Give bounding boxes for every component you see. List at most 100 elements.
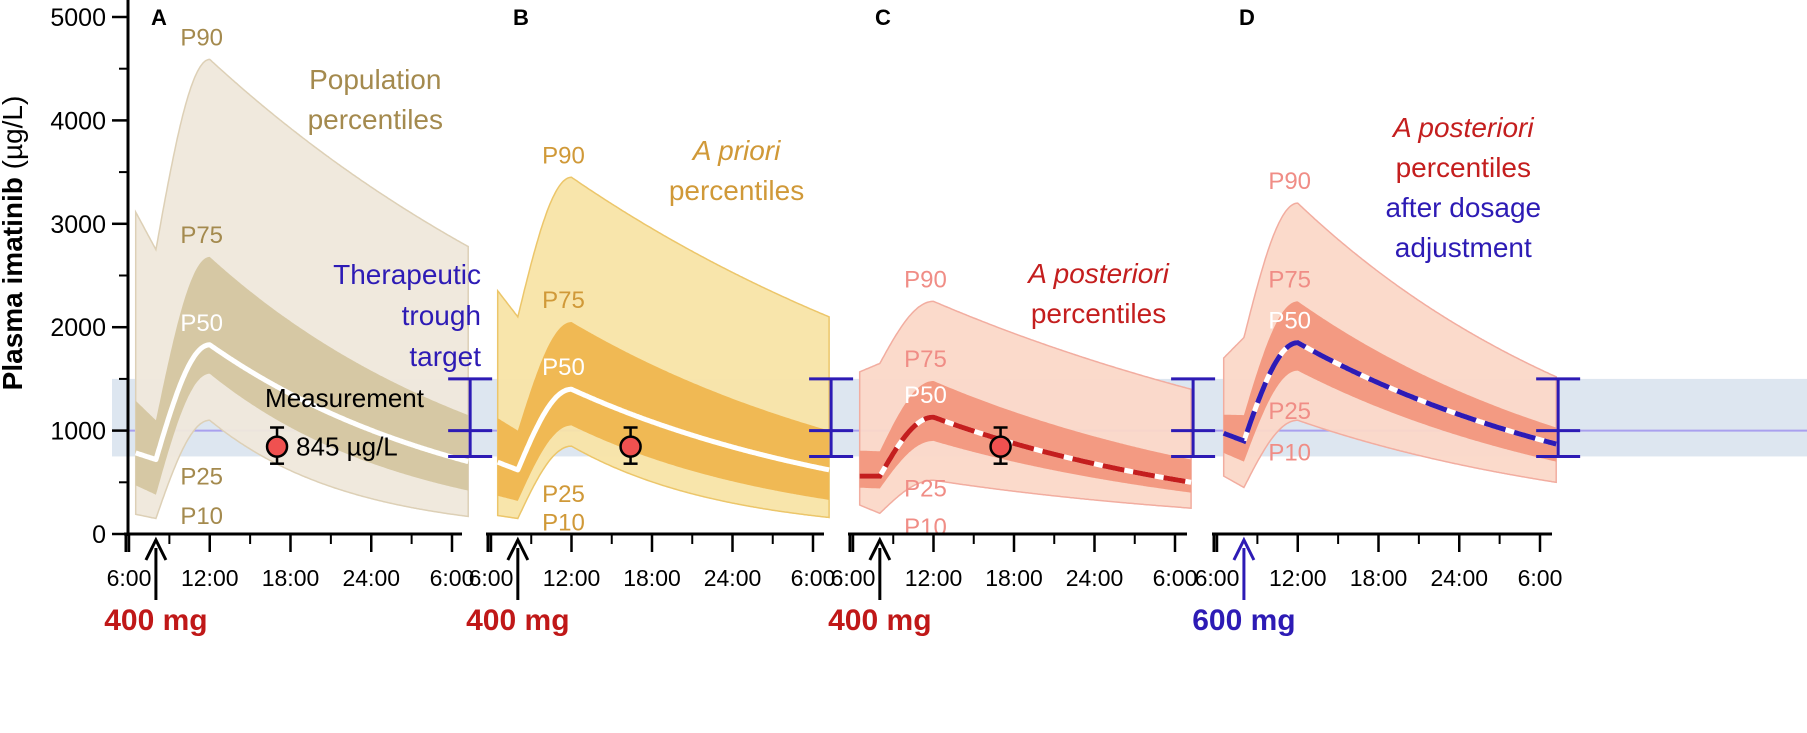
y-axis: 0 1000 2000 3000 4000 5000 Plasma imatinib (µg… — [0, 0, 130, 549]
x-axis-panel-b: 6:00 12:00 18:00 24:00 6:00 400 mg — [466, 532, 836, 637]
percentile-label-p25: P25 — [542, 481, 585, 508]
measurement-value-label: 845 µg/L — [296, 432, 398, 462]
therapeutic-target-label: trough — [402, 300, 481, 331]
percentile-label-p90: P90 — [542, 142, 585, 169]
x-tick-label: 6:00 — [831, 565, 876, 591]
x-axis-panel-c: 6:00 12:00 18:00 24:00 6:00 400 mg — [828, 532, 1198, 637]
x-tick-label: 6:00 — [430, 565, 475, 591]
x-tick-label: 18:00 — [262, 565, 320, 591]
percentile-label-p50: P50 — [542, 354, 585, 381]
percentile-label-p75: P75 — [1268, 266, 1311, 293]
percentile-label-p25: P25 — [904, 476, 947, 503]
y-tick-label: 1000 — [50, 418, 106, 446]
percentile-label-p10: P10 — [542, 509, 585, 536]
x-tick-label: 6:00 — [1518, 565, 1563, 591]
percentile-label-p50: P50 — [180, 310, 223, 337]
measurement-label: Measurement — [265, 383, 425, 413]
panel-d: P90 P75 P50 P25 P10 D A posteriori percentiles a… — [1222, 5, 1581, 489]
panel-letter: D — [1239, 5, 1255, 30]
x-tick-label: 12:00 — [181, 565, 239, 591]
a-posteriori-prediction-line — [859, 414, 1192, 485]
x-tick-label: 24:00 — [342, 565, 400, 591]
percentile-label-p10: P10 — [180, 503, 223, 530]
percentile-label-p25: P25 — [1268, 398, 1311, 425]
dose-label: 400 mg — [828, 604, 931, 637]
panel-title-line: after dosage — [1385, 192, 1541, 223]
x-axis-panel-a: 6:00 12:00 18:00 24:00 6:00 400 mg — [104, 532, 475, 637]
measurement-marker — [619, 435, 642, 458]
panel-title-line: percentiles — [1396, 152, 1531, 183]
panel-c: P90 P75 P50 P25 P10 C A posteriori percentiles — [858, 5, 1216, 541]
x-tick-label: 18:00 — [1350, 565, 1408, 591]
x-tick-label: 12:00 — [543, 565, 601, 591]
panel-title-line: percentiles — [308, 104, 443, 135]
panel-letter: B — [513, 5, 529, 30]
dose-label: 600 mg — [1192, 604, 1295, 637]
y-tick-label: 4000 — [50, 107, 106, 135]
percentile-label-p10: P10 — [904, 514, 947, 541]
x-tick-label: 6:00 — [469, 565, 514, 591]
dose-label: 400 mg — [104, 604, 207, 637]
x-tick-label: 24:00 — [1066, 565, 1124, 591]
target-range-bar — [1536, 377, 1581, 458]
panel-title-line: Population — [309, 64, 441, 95]
percentile-label-p75: P75 — [180, 222, 223, 249]
measurement-point — [989, 426, 1012, 465]
dose-label: 400 mg — [466, 604, 569, 637]
panel-letter: A — [151, 5, 167, 30]
panel-title-line: adjustment — [1395, 232, 1532, 263]
percentile-label-p50: P50 — [1268, 308, 1311, 335]
y-axis-label: Plasma imatinib (µg/L) — [0, 96, 28, 391]
y-tick-label: 2000 — [50, 314, 106, 342]
panel-title-line: percentiles — [1031, 298, 1166, 329]
p50-median-line — [134, 342, 470, 465]
x-tick-label: 12:00 — [905, 565, 963, 591]
dose-arrow-head — [868, 536, 892, 561]
x-tick-label: 6:00 — [1153, 565, 1198, 591]
percentile-label-p50: P50 — [904, 382, 947, 409]
measurement-point — [619, 426, 642, 465]
x-axis-panel-d: 6:00 12:00 18:00 24:00 6:00 600 mg — [1192, 532, 1563, 637]
percentile-label-p75: P75 — [542, 287, 585, 314]
panel-title-line: percentiles — [669, 175, 804, 206]
y-tick-label: 0 — [92, 521, 106, 549]
p25-p75-band — [497, 322, 830, 501]
panel-title-line: A posteriori — [1026, 258, 1169, 289]
percentile-label-p90: P90 — [904, 266, 947, 293]
dose-arrow-head — [144, 536, 168, 561]
y-axis-label-main: Plasma imatinib — [0, 177, 28, 390]
percentile-label-p10: P10 — [1268, 440, 1311, 467]
x-tick-label: 24:00 — [704, 565, 762, 591]
y-axis-label-unit: (µg/L) — [0, 96, 28, 177]
percentile-label-p90: P90 — [180, 24, 223, 51]
x-tick-label: 6:00 — [107, 565, 152, 591]
measurement-marker — [265, 435, 289, 458]
panel-letter: C — [875, 5, 891, 30]
y-tick-label: 5000 — [50, 4, 106, 32]
measurement-marker — [989, 435, 1012, 458]
therapeutic-target-label: Therapeutic — [333, 259, 481, 290]
x-tick-label: 12:00 — [1269, 565, 1327, 591]
dose-arrow-head — [506, 536, 530, 561]
x-tick-label: 6:00 — [1195, 565, 1240, 591]
dose-arrow-head — [1232, 536, 1256, 561]
p50-median-line — [496, 386, 831, 473]
target-range-bar — [1171, 377, 1216, 458]
x-tick-label: 6:00 — [791, 565, 836, 591]
percentile-label-p75: P75 — [904, 346, 947, 373]
percentile-label-p25: P25 — [180, 463, 223, 490]
panel-a: P90 P75 P50 P25 P10 A Population percentiles Mea… — [134, 5, 493, 530]
x-tick-label: 18:00 — [623, 565, 681, 591]
target-range-bar — [448, 377, 493, 458]
target-range-bar — [809, 377, 854, 458]
adjusted-dose-prediction-line — [1222, 340, 1557, 447]
x-tick-label: 18:00 — [985, 565, 1043, 591]
therapeutic-target-label: target — [409, 341, 481, 372]
percentile-label-p90: P90 — [1268, 168, 1311, 195]
panel-title-line: A posteriori — [1391, 112, 1534, 143]
panel-title-line: A priori — [691, 135, 781, 166]
y-tick-label: 3000 — [50, 211, 106, 239]
x-tick-label: 24:00 — [1430, 565, 1488, 591]
